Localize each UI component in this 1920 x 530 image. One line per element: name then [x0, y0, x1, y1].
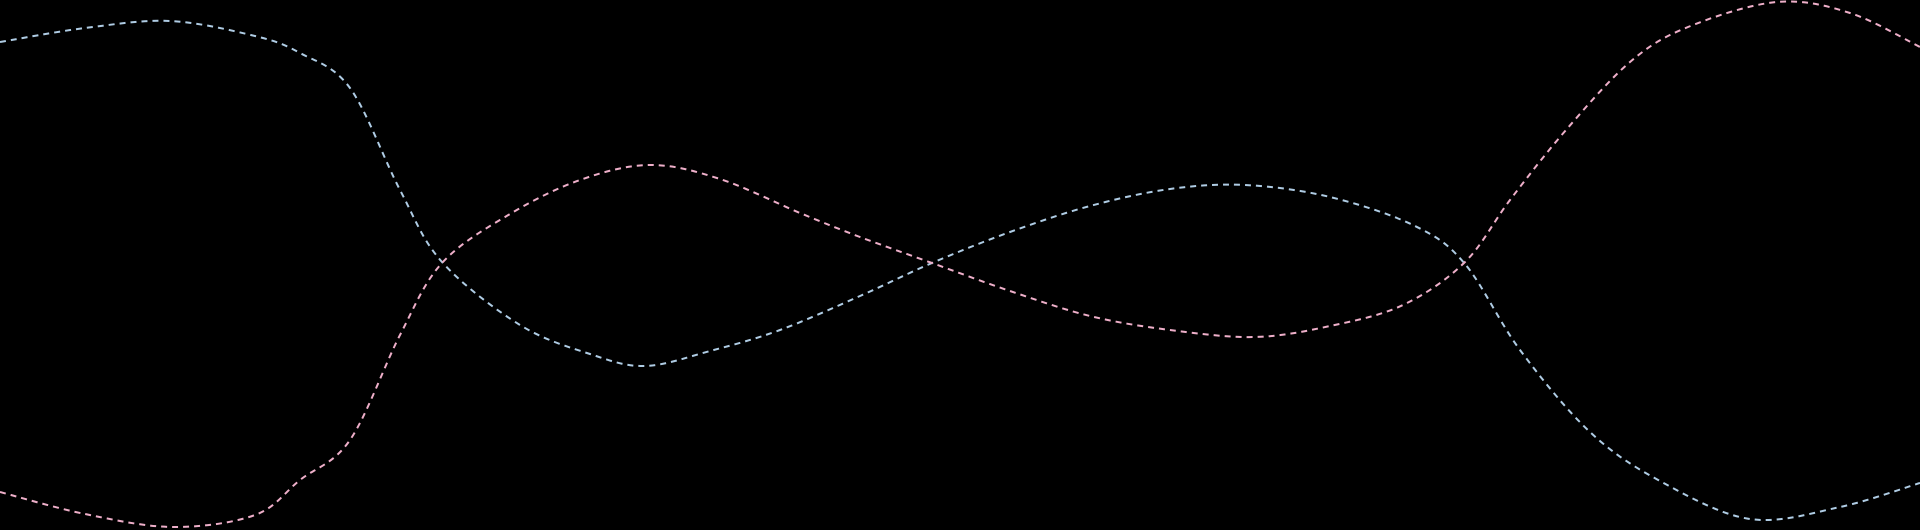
blue-curve [0, 19, 1920, 521]
